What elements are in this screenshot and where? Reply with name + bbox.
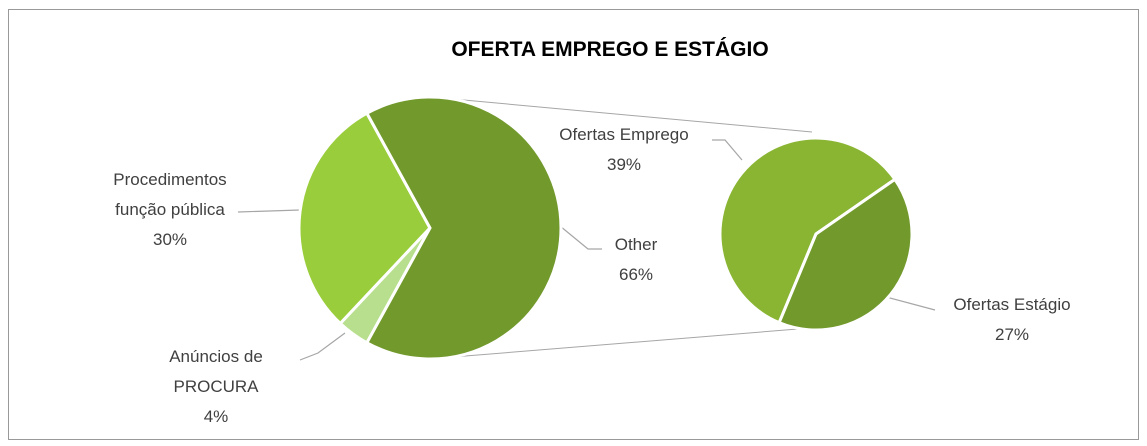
value-label: 30% <box>152 230 188 249</box>
leader-line <box>237 209 301 213</box>
slice-label: Anúncios de PROCURA <box>169 347 263 396</box>
value-label: 4% <box>203 407 229 426</box>
leader-line <box>559 225 602 250</box>
leader-line <box>299 332 346 361</box>
leader-line <box>712 139 743 161</box>
pie-slice <box>364 95 563 361</box>
slice-label: Ofertas Estágio <box>953 295 1071 314</box>
value-label: 66% <box>618 265 654 284</box>
leader-lines <box>237 139 936 361</box>
slice-label: Ofertas Emprego <box>559 125 689 144</box>
value-label: 39% <box>606 155 642 174</box>
slice-label: Other <box>614 235 658 254</box>
chart-border <box>8 9 1139 440</box>
pie-slice <box>777 177 914 332</box>
connector-line <box>452 98 813 133</box>
chart-title: OFERTA EMPREGO E ESTÁGIO <box>451 38 769 61</box>
leader-line <box>885 296 936 311</box>
value-label: 27% <box>994 325 1030 344</box>
slice-label: Procedimentos função pública <box>113 170 227 219</box>
pie-slice <box>718 136 898 325</box>
connector-line <box>452 327 811 358</box>
pie-slice <box>297 111 432 326</box>
